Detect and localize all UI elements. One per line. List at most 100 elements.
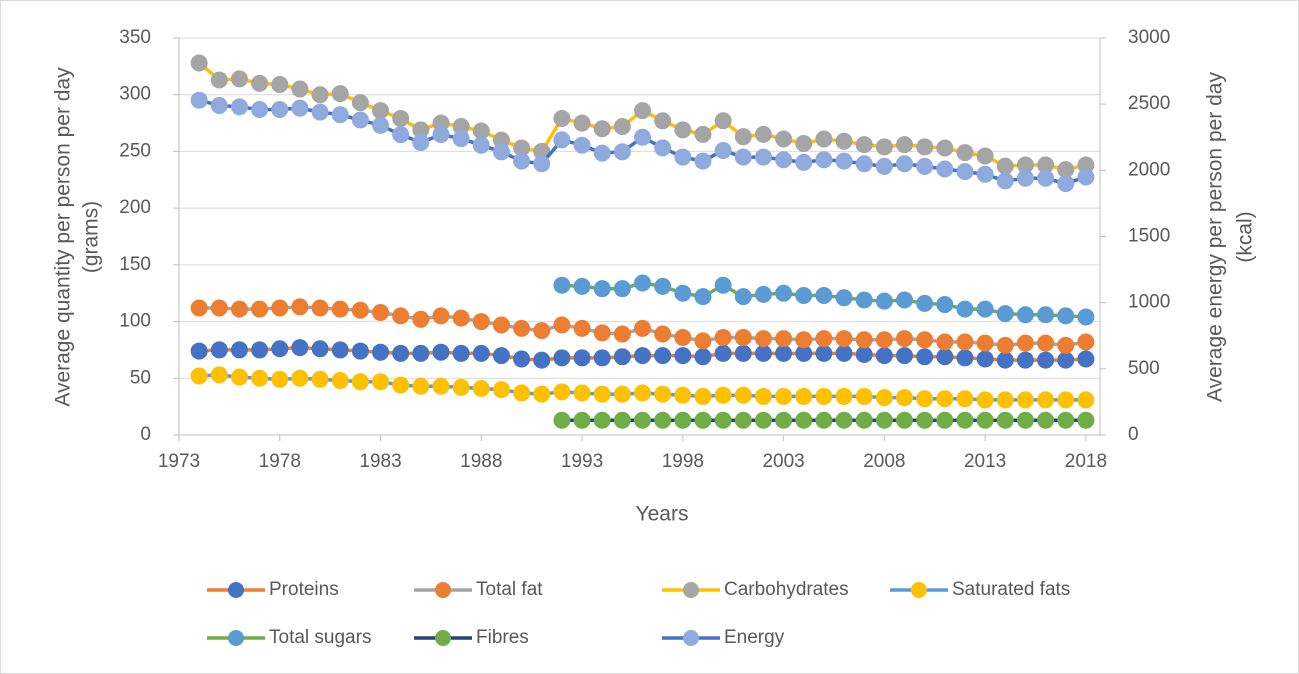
marker — [815, 130, 833, 148]
marker — [875, 138, 893, 156]
marker — [896, 291, 914, 309]
marker — [855, 387, 873, 405]
marker — [1016, 411, 1034, 429]
marker — [210, 341, 228, 359]
y2-tick-label: 2000 — [1128, 159, 1170, 180]
y2-tick-label: 1500 — [1128, 226, 1170, 247]
marker — [392, 376, 410, 394]
marker — [976, 350, 994, 368]
x-tick-label: 1973 — [158, 451, 200, 472]
marker — [593, 280, 611, 298]
legend-marker — [228, 630, 244, 646]
marker — [593, 324, 611, 342]
marker — [976, 300, 994, 318]
marker — [634, 128, 652, 146]
marker — [1037, 411, 1055, 429]
legend-marker — [683, 630, 699, 646]
marker — [916, 348, 934, 366]
marker — [452, 309, 470, 327]
y-axis-title: Average quantity per person per day — [52, 67, 75, 407]
marker — [553, 110, 571, 128]
marker — [754, 148, 772, 166]
marker — [251, 74, 269, 92]
marker — [875, 157, 893, 175]
marker — [230, 368, 248, 386]
marker — [754, 387, 772, 405]
marker — [775, 151, 793, 169]
y2-tick-label: 1000 — [1128, 292, 1170, 313]
marker — [996, 351, 1014, 369]
marker — [311, 340, 329, 358]
marker — [513, 152, 531, 170]
y2-tick-label: 3000 — [1128, 27, 1170, 48]
x-tick-label: 1993 — [561, 451, 603, 472]
marker — [1077, 391, 1095, 409]
marker — [976, 147, 994, 165]
marker — [775, 344, 793, 362]
marker — [412, 310, 430, 328]
marker — [372, 102, 390, 120]
marker — [916, 390, 934, 408]
marker — [795, 411, 813, 429]
y-axis-title: (grams) — [80, 201, 103, 273]
marker — [331, 372, 349, 390]
marker — [492, 143, 510, 161]
y2-axis-title: Average energy per person per day — [1204, 72, 1227, 402]
marker — [775, 330, 793, 348]
marker — [634, 319, 652, 337]
marker — [634, 411, 652, 429]
marker — [271, 76, 289, 94]
marker — [916, 138, 934, 156]
marker — [815, 387, 833, 405]
marker — [573, 411, 591, 429]
marker — [210, 96, 228, 114]
marker — [1016, 391, 1034, 409]
marker — [251, 369, 269, 387]
marker — [654, 385, 672, 403]
marker — [331, 341, 349, 359]
marker — [593, 120, 611, 138]
marker — [936, 160, 954, 178]
marker — [775, 284, 793, 302]
marker — [714, 141, 732, 159]
marker — [573, 136, 591, 154]
marker — [835, 411, 853, 429]
marker — [754, 285, 772, 303]
marker — [533, 155, 551, 173]
marker — [1037, 334, 1055, 352]
marker — [492, 347, 510, 365]
marker — [573, 384, 591, 402]
marker — [795, 387, 813, 405]
marker — [613, 280, 631, 298]
marker — [432, 343, 450, 361]
marker — [573, 349, 591, 367]
marker — [996, 172, 1014, 190]
marker — [331, 85, 349, 103]
marker — [1037, 391, 1055, 409]
marker — [936, 333, 954, 351]
marker — [835, 330, 853, 348]
marker — [392, 344, 410, 362]
marker — [1057, 351, 1075, 369]
marker — [452, 130, 470, 148]
marker — [674, 284, 692, 302]
marker — [331, 106, 349, 124]
marker — [896, 136, 914, 154]
marker — [936, 390, 954, 408]
marker — [593, 385, 611, 403]
marker — [613, 117, 631, 135]
marker — [896, 330, 914, 348]
legend-marker — [228, 582, 244, 598]
marker — [210, 71, 228, 89]
marker — [936, 296, 954, 314]
marker — [613, 143, 631, 161]
y-tick-label: 100 — [119, 311, 151, 332]
marker — [976, 334, 994, 352]
marker — [634, 274, 652, 292]
marker — [1016, 351, 1034, 369]
marker — [553, 276, 571, 294]
marker — [472, 122, 490, 140]
marker — [1016, 169, 1034, 187]
marker — [452, 378, 470, 396]
marker — [936, 411, 954, 429]
